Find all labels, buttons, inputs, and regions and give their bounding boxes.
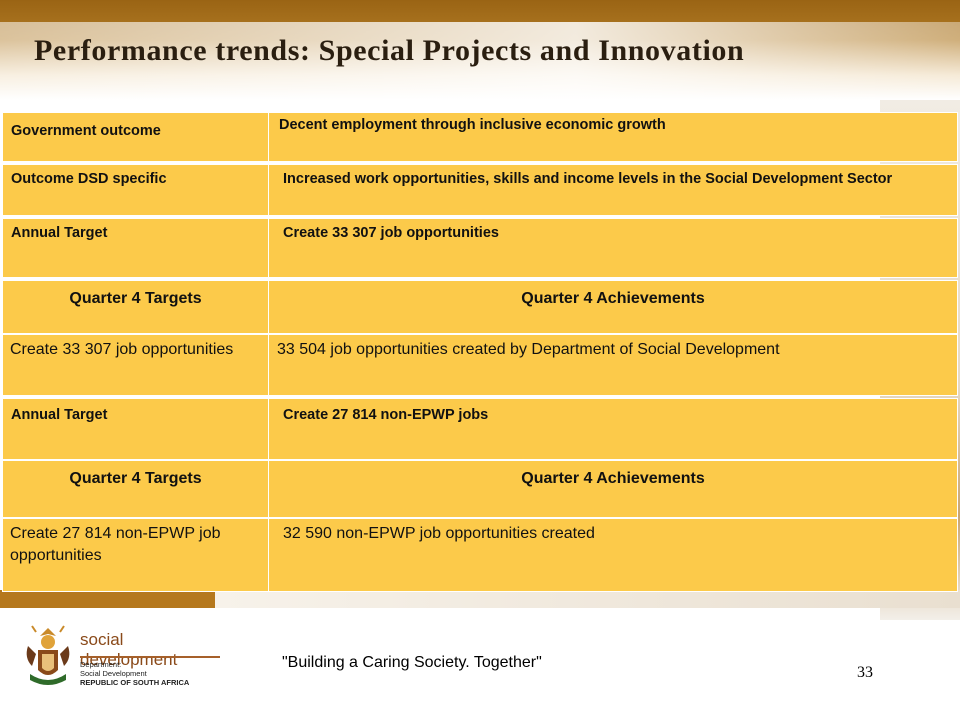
header-achievements: Quarter 4 Achievements [521,470,705,487]
achievement-value: 32 590 non-EPWP job opportunities create… [283,525,595,542]
slide-title: Performance trends: Special Projects and… [34,34,745,67]
logo-line: Social Development [80,669,147,678]
row-label: Annual Target [3,399,269,459]
quarter-values-row: Create 33 307 job opportunities 33 504 j… [2,334,958,396]
row-label: Outcome DSD specific [3,165,269,215]
row-value: Create 33 307 job opportunities [283,225,499,241]
row-value: Create 27 814 non-EPWP jobs [283,407,489,423]
coat-of-arms-icon [26,625,70,685]
header-achievements: Quarter 4 Achievements [521,290,705,307]
annual-target-row: Annual Target Create 27 814 non-EPWP job… [2,398,958,460]
target-value: Create 33 307 job opportunities [3,335,269,395]
logo-divider [80,656,220,658]
logo-subtitle: Department: Social Development REPUBLIC … [80,660,189,687]
header-targets: Quarter 4 Targets [3,461,269,517]
logo-line: REPUBLIC OF SOUTH AFRICA [80,678,190,687]
logo-line: Department: [80,660,122,669]
quarter-header-row: Quarter 4 Targets Quarter 4 Achievements [2,460,958,518]
footer-slogan: "Building a Caring Society. Together" [282,654,542,671]
row-label: Government outcome [3,113,269,161]
target-value: Create 27 814 non-EPWP job opportunities [3,519,269,591]
footer-band [215,590,960,608]
department-logo: social development Department: Social De… [20,624,220,694]
outcome-dsd-row: Outcome DSD specific Increased work oppo… [2,164,958,216]
quarter-header-row: Quarter 4 Targets Quarter 4 Achievements [2,280,958,334]
header-targets: Quarter 4 Targets [3,281,269,333]
row-value: Decent employment through inclusive econ… [279,117,666,133]
row-value: Increased work opportunities, skills and… [283,171,893,187]
quarter-values-row: Create 27 814 non-EPWP job opportunities… [2,518,958,592]
row-label: Annual Target [3,219,269,277]
achievement-value: 33 504 job opportunities created by Depa… [277,341,780,358]
annual-target-row: Annual Target Create 33 307 job opportun… [2,218,958,278]
government-outcome-row: Government outcome Decent employment thr… [2,112,958,162]
header-highlight [0,22,960,102]
logo-name: social development [80,630,178,669]
page-number: 33 [857,664,873,681]
footer-band-left [0,590,215,608]
